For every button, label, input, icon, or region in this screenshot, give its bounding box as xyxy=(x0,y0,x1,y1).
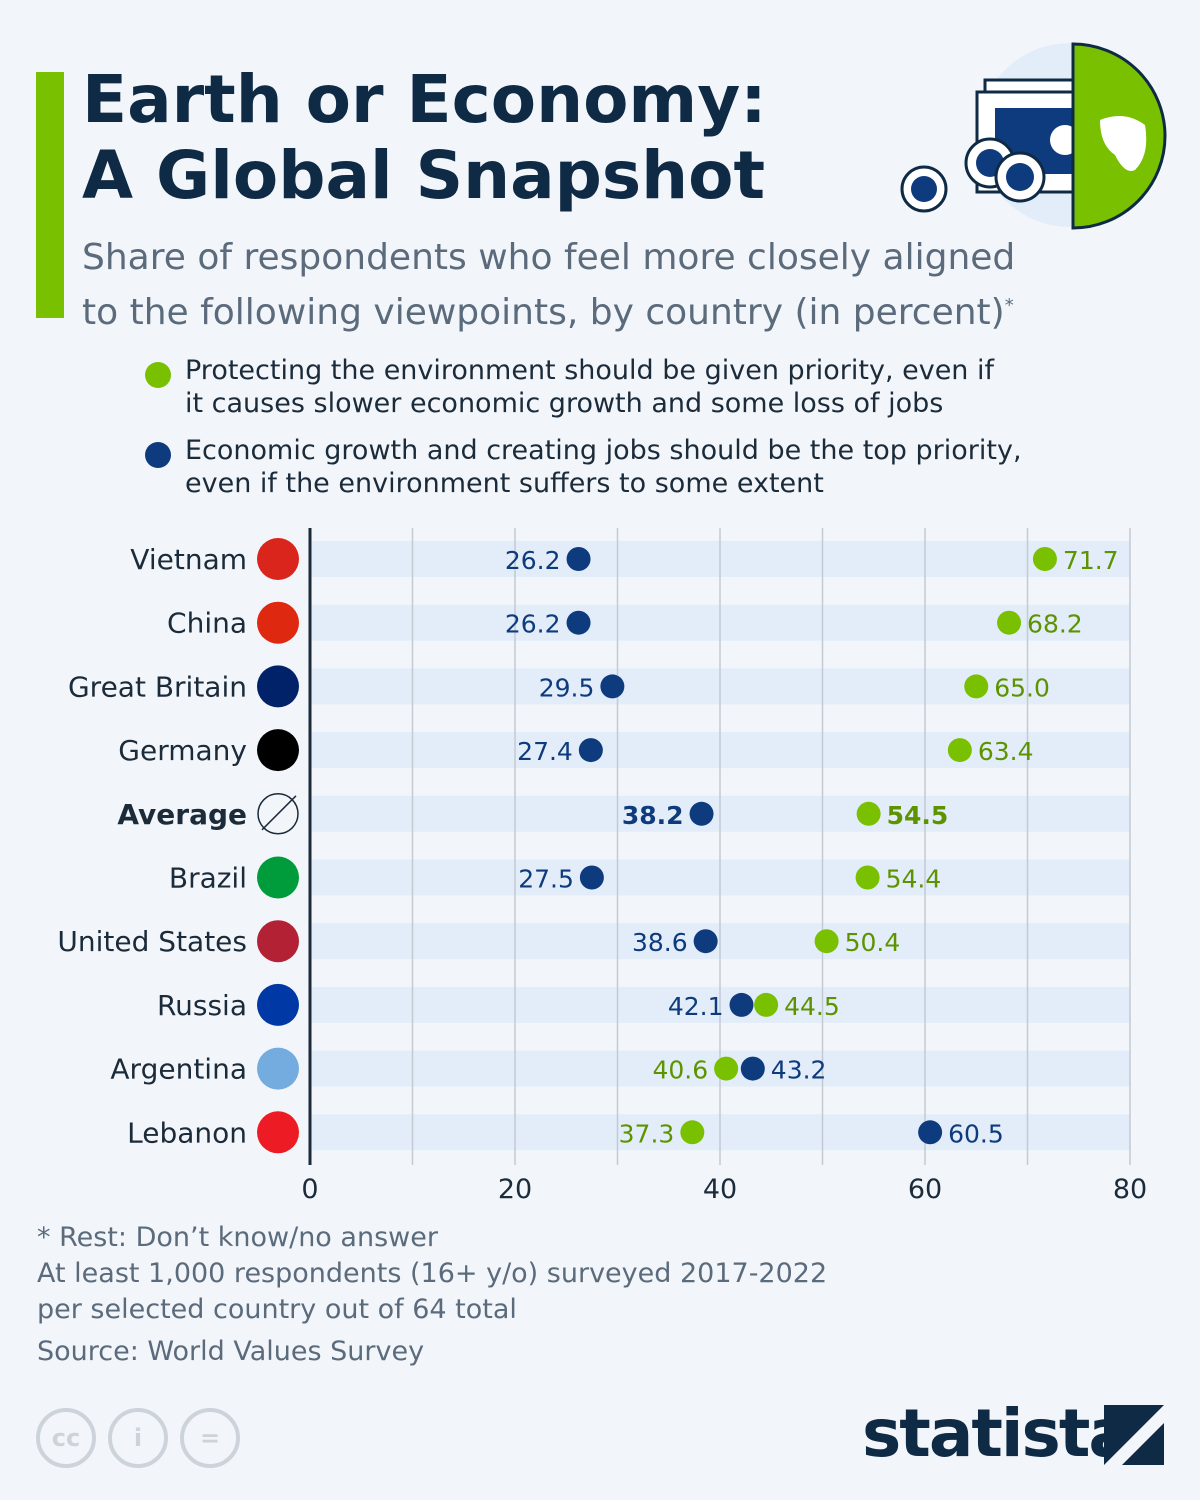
category-label: China xyxy=(167,607,247,640)
data-label: 42.1 xyxy=(668,992,724,1021)
data-label: 27.4 xyxy=(517,737,573,766)
legend-item-economy: Economic growth and creating jobs should… xyxy=(145,434,1022,500)
data-point xyxy=(964,674,989,699)
flag-icon-vietnam xyxy=(257,538,299,580)
flag-icon-great-britain xyxy=(257,665,299,708)
flag-icon-lebanon xyxy=(257,1111,299,1154)
flag-icon-united-states xyxy=(257,920,299,963)
footnote: * Rest: Don’t know/no answer xyxy=(37,1222,438,1253)
data-point xyxy=(579,865,604,890)
attribution-icon: i xyxy=(108,1408,168,1468)
data-point xyxy=(754,992,779,1017)
data-point xyxy=(856,801,881,826)
category-label: Average xyxy=(117,798,247,831)
data-label: 65.0 xyxy=(994,673,1050,702)
x-tick-label: 60 xyxy=(908,1174,942,1205)
title-line-2: A Global Snapshot xyxy=(82,137,766,214)
globe-money-icon xyxy=(900,42,1167,230)
legend-dot-blue xyxy=(145,442,171,468)
data-point xyxy=(918,1120,943,1145)
no-derivatives-icon: = xyxy=(180,1408,240,1468)
data-point xyxy=(689,801,714,826)
data-point xyxy=(814,929,839,954)
data-label: 63.4 xyxy=(978,737,1034,766)
data-label: 38.6 xyxy=(632,928,688,957)
flag-icon-brazil xyxy=(257,856,299,899)
subtitle-line-2: to the following viewpoints, by country … xyxy=(82,292,1005,333)
data-point xyxy=(693,929,718,954)
flag-icon-germany xyxy=(257,729,299,772)
data-label: 71.7 xyxy=(1063,546,1119,575)
legend-text: Economic growth and creating jobs should… xyxy=(185,435,1022,466)
x-tick-label: 20 xyxy=(498,1174,532,1205)
survey-note: At least 1,000 respondents (16+ y/o) sur… xyxy=(37,1258,828,1289)
average-icon xyxy=(257,793,299,835)
category-label: Lebanon xyxy=(127,1116,247,1149)
brand-name: statista xyxy=(862,1395,1133,1472)
dot-plot: 0 20 40 60 80 Vietnam 71.7 26.2 China 68.2 26.2 Gre… xyxy=(57,528,1147,1205)
average-icon-slash xyxy=(261,795,297,831)
data-point xyxy=(947,738,972,763)
legend-item-environment: Protecting the environment should be giv… xyxy=(145,354,994,420)
data-label: 26.2 xyxy=(505,546,561,575)
data-label: 38.2 xyxy=(622,801,684,830)
x-tick-label: 0 xyxy=(301,1174,318,1205)
data-label: 37.3 xyxy=(619,1119,675,1148)
data-label: 44.5 xyxy=(784,992,840,1021)
category-label: Great Britain xyxy=(68,670,247,703)
statista-mark-icon xyxy=(1104,1405,1164,1465)
data-label: 27.5 xyxy=(518,865,574,894)
category-label: Brazil xyxy=(169,862,247,895)
legend-text: even if the environment suffers to some … xyxy=(185,468,824,499)
data-point xyxy=(680,1120,705,1145)
legend-dot-green xyxy=(145,362,171,388)
data-label: 54.4 xyxy=(886,865,942,894)
page-title: Earth or Economy: A Global Snapshot xyxy=(82,62,767,214)
data-point xyxy=(855,865,880,890)
data-label: 26.2 xyxy=(505,610,561,639)
source: Source: World Values Survey xyxy=(37,1336,425,1367)
data-point xyxy=(566,547,591,571)
subtitle: Share of respondents who feel more close… xyxy=(82,234,1062,337)
statista-logo: statista xyxy=(862,1395,1133,1472)
data-label: 29.5 xyxy=(539,673,595,702)
category-label: Argentina xyxy=(110,1053,247,1086)
data-label: 54.5 xyxy=(887,801,949,830)
survey-note-2: per selected country out of 64 total xyxy=(37,1294,517,1325)
category-label: Germany xyxy=(118,734,247,767)
accent-bar xyxy=(36,72,64,318)
x-tick-label: 80 xyxy=(1113,1174,1147,1205)
subtitle-line-1: Share of respondents who feel more close… xyxy=(82,237,1016,278)
data-point xyxy=(714,1056,739,1081)
data-point xyxy=(600,674,625,699)
data-label: 68.2 xyxy=(1027,610,1083,639)
data-label: 60.5 xyxy=(948,1119,1004,1148)
legend-text: it causes slower economic growth and som… xyxy=(185,388,944,419)
data-point xyxy=(578,738,603,763)
category-label: United States xyxy=(57,925,247,958)
data-point xyxy=(566,610,591,635)
data-point xyxy=(740,1056,765,1081)
data-point xyxy=(997,610,1022,635)
flag-icon-argentina xyxy=(257,1047,299,1090)
data-label: 50.4 xyxy=(845,928,901,957)
footnote-mark: * xyxy=(1004,295,1014,316)
data-label: 43.2 xyxy=(771,1056,827,1085)
legend-text: Protecting the environment should be giv… xyxy=(185,355,995,386)
flag-icon-russia xyxy=(257,983,299,1026)
x-tick-label: 40 xyxy=(703,1174,737,1205)
data-point xyxy=(1032,547,1057,571)
data-label: 40.6 xyxy=(652,1056,708,1085)
cc-icon: cc xyxy=(36,1408,96,1468)
title-line-1: Earth or Economy: xyxy=(82,61,767,138)
category-label: Vietnam xyxy=(130,543,247,576)
flag-icon-china xyxy=(257,601,299,644)
data-point xyxy=(729,992,754,1017)
category-label: Russia xyxy=(157,989,247,1022)
